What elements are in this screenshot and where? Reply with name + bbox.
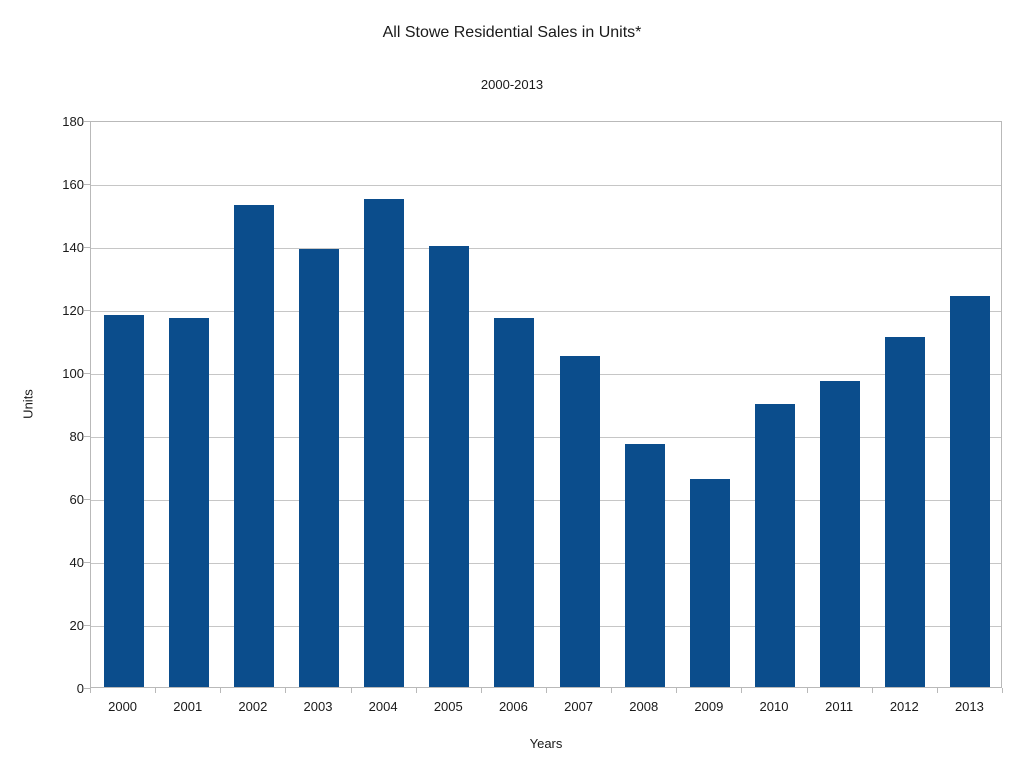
y-tick-label-80: 80 bbox=[69, 429, 84, 444]
x-axis-tick bbox=[871, 688, 873, 693]
y-tick-label-160: 160 bbox=[62, 177, 84, 192]
y-axis-tick bbox=[84, 121, 90, 122]
gridline-y-40 bbox=[91, 563, 1001, 564]
y-axis-tick bbox=[84, 688, 90, 689]
gridline-y-60 bbox=[91, 500, 1001, 501]
x-tick-label-2008: 2008 bbox=[629, 699, 659, 714]
x-tick-label-2010: 2010 bbox=[759, 699, 789, 714]
x-axis-tick bbox=[90, 688, 91, 693]
x-axis-tick bbox=[806, 688, 808, 693]
y-tick-label-60: 60 bbox=[69, 492, 84, 507]
chart-subtitle: 2000-2013 bbox=[480, 77, 544, 92]
y-axis-tick bbox=[84, 310, 90, 311]
y-axis-tick bbox=[84, 247, 90, 248]
x-axis-tick bbox=[415, 688, 417, 693]
gridline-y-20 bbox=[91, 626, 1001, 627]
x-axis-tick bbox=[1002, 688, 1003, 693]
x-tick-label-2006: 2006 bbox=[498, 699, 528, 714]
bar-2001 bbox=[168, 318, 209, 687]
bar-2013 bbox=[950, 296, 991, 687]
bar-2000 bbox=[103, 315, 144, 687]
x-axis-tick bbox=[741, 688, 743, 693]
plot-area bbox=[90, 121, 1002, 688]
y-axis-tick bbox=[84, 499, 90, 500]
bar-2003 bbox=[299, 249, 339, 687]
y-tick-label-120: 120 bbox=[62, 303, 84, 318]
y-axis-tick bbox=[84, 562, 90, 563]
x-axis-tick bbox=[611, 688, 613, 693]
bar-2012 bbox=[885, 337, 926, 687]
gridline-y-140 bbox=[91, 248, 1001, 249]
gridline-y-160 bbox=[91, 185, 1001, 186]
y-axis-tick bbox=[84, 184, 90, 185]
y-axis-tick bbox=[84, 436, 90, 437]
x-axis-tick bbox=[936, 688, 938, 693]
x-axis-title: Years bbox=[529, 736, 563, 751]
bar-2007 bbox=[559, 356, 600, 687]
y-axis-tick bbox=[84, 373, 90, 374]
bar-2006 bbox=[494, 318, 535, 687]
gridline-y-100 bbox=[91, 374, 1001, 375]
bar-2010 bbox=[755, 403, 795, 687]
x-axis-tick bbox=[676, 688, 678, 693]
x-tick-label-2004: 2004 bbox=[368, 699, 398, 714]
x-tick-label-2012: 2012 bbox=[889, 699, 919, 714]
x-tick-label-2002: 2002 bbox=[238, 699, 268, 714]
x-axis-tick bbox=[155, 688, 157, 693]
y-tick-label-0: 0 bbox=[76, 681, 84, 696]
x-axis-tick bbox=[220, 688, 222, 693]
y-tick-label-100: 100 bbox=[62, 366, 84, 381]
bar-2004 bbox=[364, 198, 405, 687]
bar-2005 bbox=[429, 246, 470, 687]
x-tick-label-2007: 2007 bbox=[564, 699, 594, 714]
x-tick-label-2000: 2000 bbox=[108, 699, 138, 714]
x-tick-label-2011: 2011 bbox=[825, 699, 854, 714]
x-axis-tick bbox=[480, 688, 482, 693]
y-tick-label-140: 140 bbox=[62, 240, 84, 255]
x-axis-tick bbox=[350, 688, 352, 693]
y-tick-label-20: 20 bbox=[69, 618, 84, 633]
y-axis-tick bbox=[84, 625, 90, 626]
bar-2008 bbox=[624, 444, 665, 687]
y-tick-label-180: 180 bbox=[62, 114, 84, 129]
x-tick-label-2013: 2013 bbox=[954, 699, 984, 714]
gridline-y-120 bbox=[91, 311, 1001, 312]
x-axis-tick bbox=[285, 688, 287, 693]
x-tick-label-2001: 2001 bbox=[173, 699, 203, 714]
bar-2002 bbox=[233, 205, 274, 687]
gridline-y-80 bbox=[91, 437, 1001, 438]
x-tick-label-2005: 2005 bbox=[433, 699, 463, 714]
x-axis-tick bbox=[546, 688, 547, 693]
bar-2009 bbox=[689, 479, 730, 687]
chart-title: All Stowe Residential Sales in Units* bbox=[382, 24, 642, 41]
y-tick-label-40: 40 bbox=[69, 555, 84, 570]
bar-2011 bbox=[820, 381, 861, 687]
x-tick-label-2003: 2003 bbox=[303, 699, 333, 714]
x-tick-label-2009: 2009 bbox=[694, 699, 724, 714]
y-axis-title: Units bbox=[20, 389, 36, 419]
